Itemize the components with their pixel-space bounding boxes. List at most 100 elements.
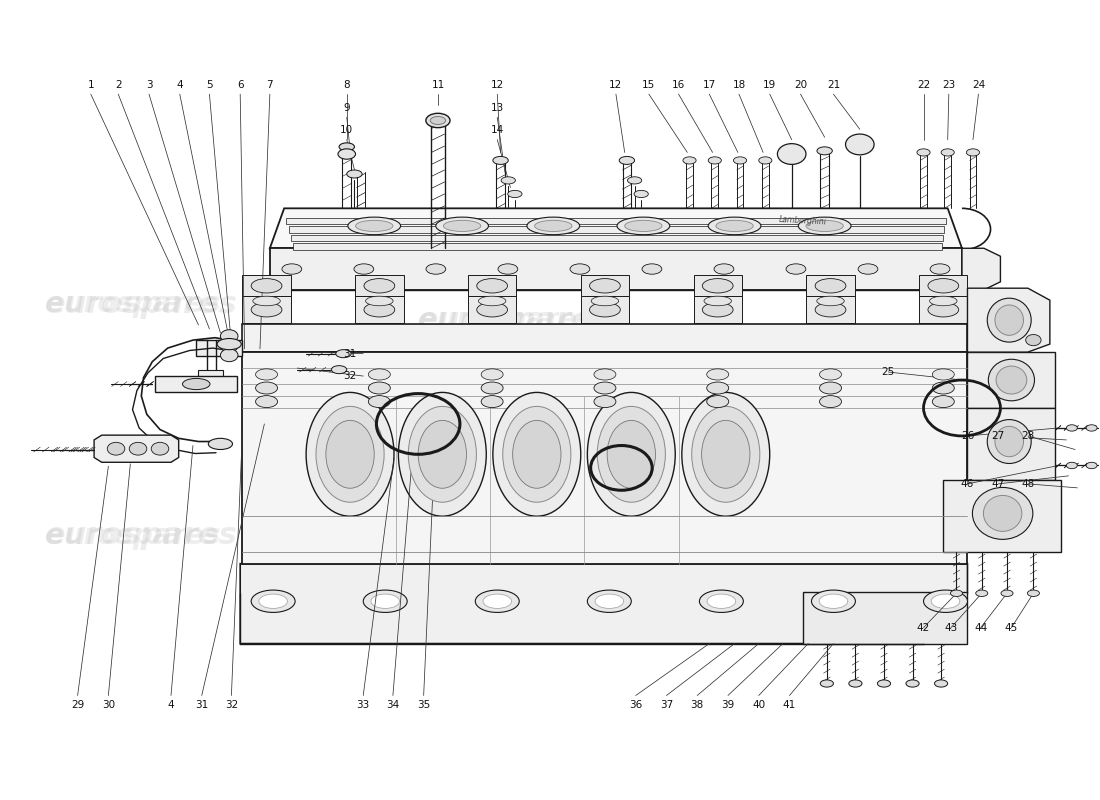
Ellipse shape xyxy=(625,220,662,231)
Ellipse shape xyxy=(398,393,486,516)
Ellipse shape xyxy=(587,393,675,516)
Ellipse shape xyxy=(476,278,507,293)
Text: 43: 43 xyxy=(945,622,958,633)
Text: 22: 22 xyxy=(917,79,931,90)
Ellipse shape xyxy=(481,369,503,380)
Text: 42: 42 xyxy=(917,622,931,633)
Text: 5: 5 xyxy=(206,79,212,90)
Ellipse shape xyxy=(702,420,750,488)
Polygon shape xyxy=(242,296,290,323)
Ellipse shape xyxy=(996,366,1026,394)
Ellipse shape xyxy=(316,406,384,502)
Circle shape xyxy=(108,442,124,455)
Ellipse shape xyxy=(928,302,959,317)
Text: 14: 14 xyxy=(491,125,504,135)
Ellipse shape xyxy=(967,149,980,156)
Ellipse shape xyxy=(498,264,518,274)
Ellipse shape xyxy=(253,296,280,306)
Ellipse shape xyxy=(508,190,522,198)
Ellipse shape xyxy=(972,487,1033,539)
Ellipse shape xyxy=(950,590,962,597)
Ellipse shape xyxy=(570,264,590,274)
Text: 26: 26 xyxy=(960,431,975,441)
Ellipse shape xyxy=(994,305,1023,335)
Ellipse shape xyxy=(364,302,395,317)
Ellipse shape xyxy=(483,594,512,609)
Text: 31: 31 xyxy=(343,349,356,358)
Ellipse shape xyxy=(590,278,620,293)
Ellipse shape xyxy=(426,114,450,128)
Ellipse shape xyxy=(251,278,282,293)
Text: 12: 12 xyxy=(491,79,504,90)
Ellipse shape xyxy=(849,680,862,687)
Ellipse shape xyxy=(812,590,856,613)
Text: 32: 32 xyxy=(343,371,356,381)
Polygon shape xyxy=(270,208,962,248)
Ellipse shape xyxy=(371,594,399,609)
Ellipse shape xyxy=(426,264,446,274)
Text: eurospares: eurospares xyxy=(45,290,238,318)
Polygon shape xyxy=(806,296,855,323)
Polygon shape xyxy=(286,218,946,224)
Ellipse shape xyxy=(436,217,488,234)
Polygon shape xyxy=(154,376,236,392)
Polygon shape xyxy=(242,275,290,296)
Polygon shape xyxy=(196,340,242,356)
Ellipse shape xyxy=(430,117,446,125)
Polygon shape xyxy=(920,275,968,296)
Polygon shape xyxy=(962,248,1000,290)
Ellipse shape xyxy=(502,177,516,184)
Text: 38: 38 xyxy=(691,700,704,710)
Text: 31: 31 xyxy=(195,700,208,710)
Ellipse shape xyxy=(217,338,241,350)
Ellipse shape xyxy=(443,220,481,231)
Text: eurospares: eurospares xyxy=(45,290,220,318)
Text: 40: 40 xyxy=(752,700,766,710)
Text: 7: 7 xyxy=(266,79,273,90)
Text: 19: 19 xyxy=(763,79,777,90)
Polygon shape xyxy=(355,296,404,323)
Text: 33: 33 xyxy=(356,700,370,710)
Text: 13: 13 xyxy=(491,102,504,113)
Ellipse shape xyxy=(708,217,761,234)
Ellipse shape xyxy=(627,177,641,184)
Ellipse shape xyxy=(714,264,734,274)
Ellipse shape xyxy=(1066,462,1077,469)
Ellipse shape xyxy=(475,590,519,613)
Circle shape xyxy=(846,134,874,155)
Text: eurospares: eurospares xyxy=(418,306,594,334)
Text: 17: 17 xyxy=(703,79,716,90)
Ellipse shape xyxy=(933,396,955,407)
Text: 30: 30 xyxy=(102,700,114,710)
Polygon shape xyxy=(242,324,968,352)
Ellipse shape xyxy=(1001,590,1013,597)
Text: 10: 10 xyxy=(340,125,353,135)
Ellipse shape xyxy=(255,396,277,407)
Ellipse shape xyxy=(594,369,616,380)
Ellipse shape xyxy=(820,369,842,380)
Text: 20: 20 xyxy=(794,79,807,90)
Ellipse shape xyxy=(987,298,1031,342)
Ellipse shape xyxy=(338,149,355,159)
Ellipse shape xyxy=(591,296,618,306)
Text: 15: 15 xyxy=(642,79,656,90)
Polygon shape xyxy=(468,296,516,323)
Ellipse shape xyxy=(924,590,968,613)
Text: 28: 28 xyxy=(1021,431,1034,441)
Ellipse shape xyxy=(820,396,842,407)
Polygon shape xyxy=(944,480,1060,552)
Polygon shape xyxy=(288,226,945,233)
Ellipse shape xyxy=(928,278,959,293)
Ellipse shape xyxy=(994,426,1023,457)
Ellipse shape xyxy=(786,264,806,274)
Polygon shape xyxy=(694,275,741,296)
Ellipse shape xyxy=(255,369,277,380)
Ellipse shape xyxy=(258,594,287,609)
Ellipse shape xyxy=(597,406,666,502)
Ellipse shape xyxy=(478,296,506,306)
Ellipse shape xyxy=(987,419,1031,463)
Ellipse shape xyxy=(365,296,393,306)
Text: 32: 32 xyxy=(224,700,238,710)
Ellipse shape xyxy=(355,220,393,231)
Ellipse shape xyxy=(619,157,635,165)
